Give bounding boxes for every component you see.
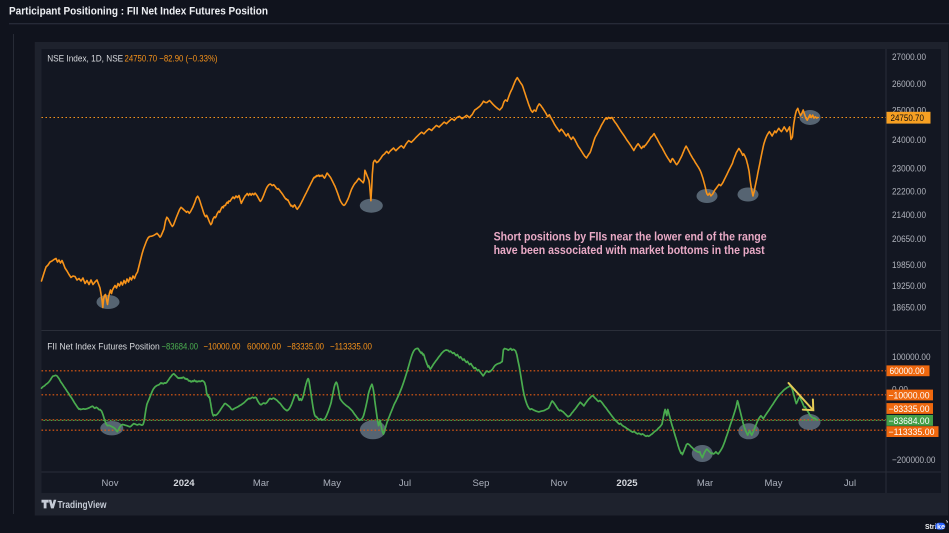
- svg-text:24000.00: 24000.00: [892, 135, 926, 146]
- svg-text:19850.00: 19850.00: [892, 260, 926, 271]
- svg-text:May: May: [323, 478, 341, 489]
- svg-text:have been associated with mark: have been associated with market bottoms…: [494, 245, 765, 257]
- svg-text:2025: 2025: [616, 478, 638, 489]
- svg-text:−83684.00: −83684.00: [889, 416, 930, 426]
- svg-text:−113335.00: −113335.00: [889, 427, 935, 437]
- svg-text:−83335.00: −83335.00: [287, 342, 324, 352]
- svg-text:TradingView: TradingView: [58, 500, 107, 511]
- svg-text:−10000.00: −10000.00: [889, 390, 930, 400]
- svg-text:25000.00: 25000.00: [892, 106, 926, 117]
- svg-text:−200000.00: −200000.00: [892, 455, 936, 466]
- svg-text:Short positions by FIIs near t: Short positions by FIIs near the lower e…: [494, 232, 767, 244]
- svg-text:NSE Index, 1D, NSE: NSE Index, 1D, NSE: [47, 54, 123, 64]
- svg-text:18650.00: 18650.00: [892, 303, 926, 314]
- svg-text:Jul: Jul: [844, 478, 856, 489]
- svg-text:19250.00: 19250.00: [892, 281, 926, 292]
- svg-text:23000.00: 23000.00: [892, 164, 926, 175]
- svg-text:Nov: Nov: [102, 478, 119, 489]
- svg-text:−113335.00: −113335.00: [330, 342, 372, 352]
- svg-text:22200.00: 22200.00: [892, 187, 926, 198]
- svg-text:100000.00: 100000.00: [892, 352, 931, 363]
- svg-text:24750.70 −82.90 (−0.33%): 24750.70 −82.90 (−0.33%): [125, 54, 218, 64]
- svg-text:26000.00: 26000.00: [892, 79, 926, 90]
- svg-text:24750.70: 24750.70: [891, 113, 925, 123]
- svg-text:−10000.00: −10000.00: [204, 342, 241, 352]
- svg-text:Sep: Sep: [473, 478, 490, 489]
- svg-text:−83684.00: −83684.00: [162, 342, 199, 352]
- svg-text:21400.00: 21400.00: [892, 210, 926, 221]
- svg-text:2024: 2024: [173, 478, 195, 489]
- svg-text:Nov: Nov: [551, 478, 568, 489]
- svg-text:Mar: Mar: [253, 478, 269, 489]
- svg-text:May: May: [765, 478, 783, 489]
- svg-text:−83335.00: −83335.00: [889, 404, 930, 414]
- svg-text:20650.00: 20650.00: [892, 234, 926, 245]
- svg-text:60000.00: 60000.00: [247, 342, 281, 352]
- svg-text:FII Net Index Futures Position: FII Net Index Futures Position: [47, 342, 160, 352]
- svg-text:Participant Positioning : FII: Participant Positioning : FII Net Index …: [9, 6, 268, 18]
- svg-text:60000.00: 60000.00: [890, 366, 925, 376]
- svg-text:Jul: Jul: [399, 478, 411, 489]
- svg-text:Stri: Stri: [925, 522, 937, 531]
- svg-text:ke: ke: [937, 522, 945, 531]
- svg-text:Mar: Mar: [697, 478, 713, 489]
- svg-text:27000.00: 27000.00: [892, 52, 926, 63]
